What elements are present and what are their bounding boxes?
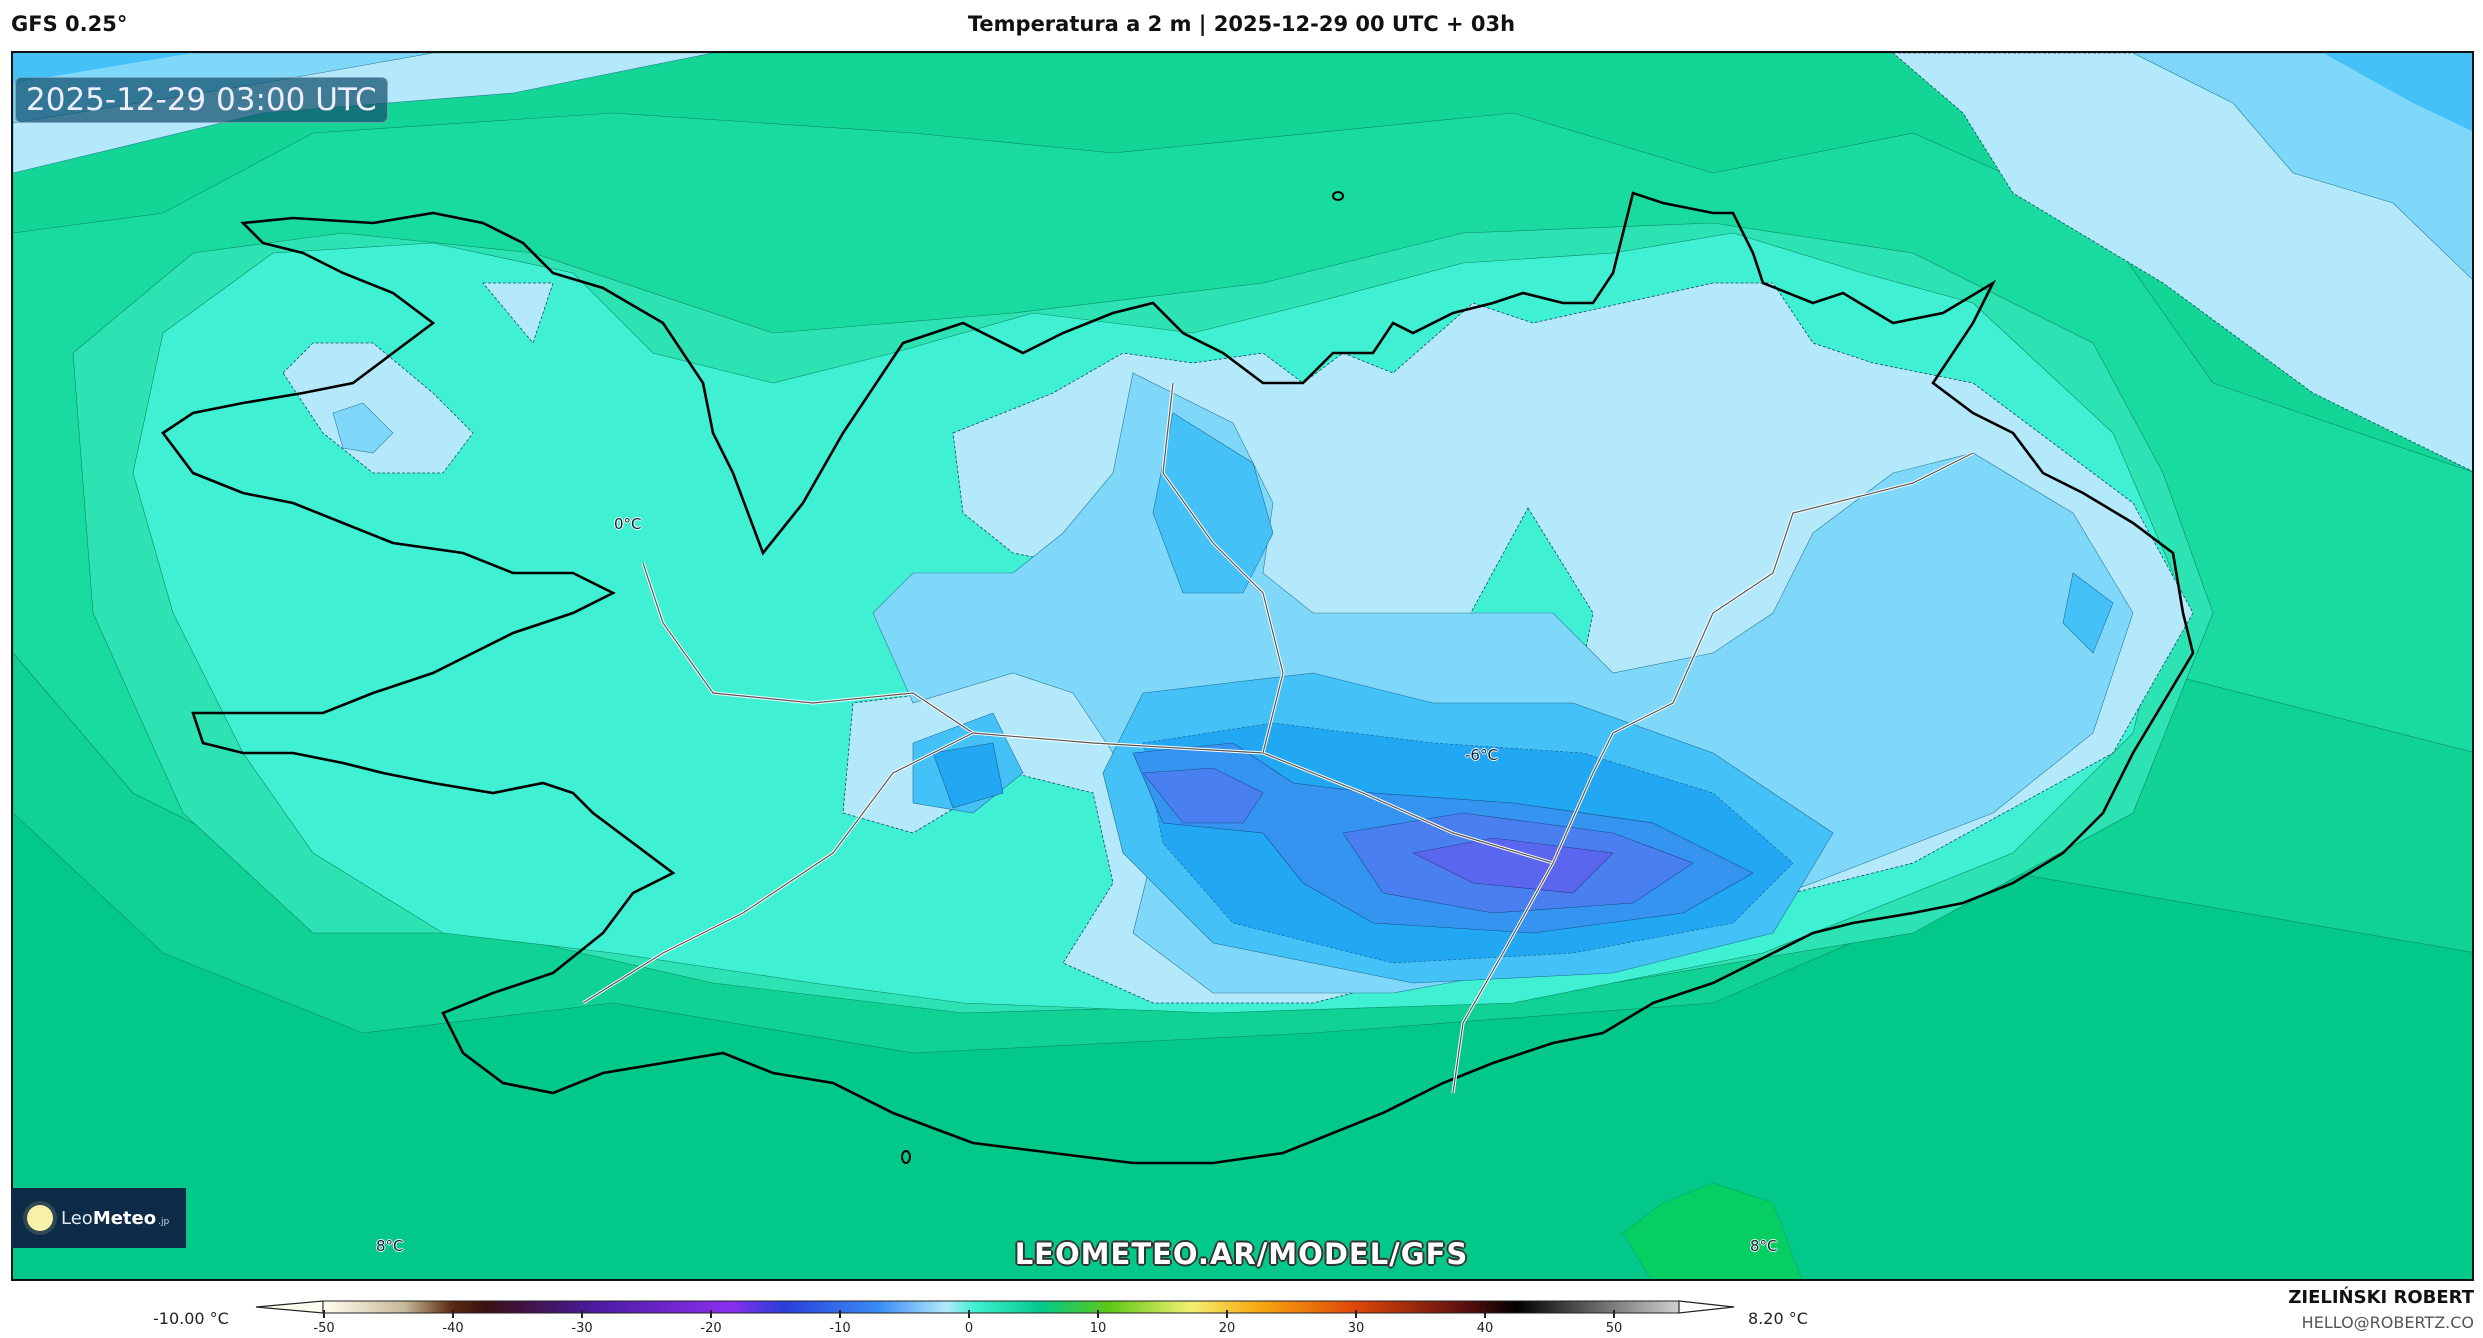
contour-label-8c-west: 8°C — [376, 1237, 404, 1255]
logo-text-leo: Leo — [61, 1207, 93, 1229]
tick-label: 50 — [1605, 1321, 1623, 1336]
sun-icon — [27, 1205, 53, 1231]
model-label: GFS 0.25° — [11, 12, 128, 36]
logo-text-meteo: Meteo — [92, 1207, 157, 1229]
tick-label: 0 — [964, 1321, 974, 1336]
colorbar-min-label: -10.00 °C — [153, 1309, 229, 1328]
colorbar-max-label: 8.20 °C — [1748, 1309, 1808, 1328]
tick-label: -30 — [571, 1321, 593, 1336]
tick-label: 40 — [1476, 1321, 1494, 1336]
contour-label-minus6c: -6°C — [1465, 746, 1498, 764]
temperature-map: 2025-12-29 03:00 UTC 0°C -6°C 8°C 8°C — [11, 51, 2474, 1281]
contour-label-8c-south: 8°C — [1750, 1237, 1778, 1255]
tick-label: 20 — [1218, 1321, 1236, 1336]
leometeo-logo[interactable]: Leo Meteo .jp — [11, 1188, 186, 1248]
logo-text-tld: .jp — [158, 1217, 170, 1227]
tick-label: -50 — [313, 1321, 335, 1336]
chart-title: Temperatura a 2 m | 2025-12-29 00 UTC + … — [967, 12, 1516, 36]
valid-time-stamp: 2025-12-29 03:00 UTC — [15, 77, 388, 123]
author-name: ZIELIŃSKI ROBERT — [2288, 1287, 2474, 1308]
contour-field — [13, 53, 2472, 1279]
tick-label: 30 — [1347, 1321, 1365, 1336]
author-email[interactable]: HELLO@ROBERTZ.CO — [2301, 1313, 2474, 1332]
colorbar — [255, 1300, 1735, 1314]
tick-label: -20 — [700, 1321, 722, 1336]
tick-label: 10 — [1089, 1321, 1107, 1336]
contour-label-0c: 0°C — [614, 515, 642, 533]
tick-label: -10 — [829, 1321, 851, 1336]
watermark-url: LEOMETEO.AR/MODEL/GFS — [1014, 1237, 1469, 1271]
tick-label: -40 — [442, 1321, 464, 1336]
